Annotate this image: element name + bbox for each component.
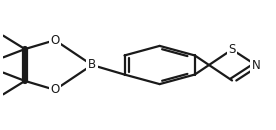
Text: B: B xyxy=(88,58,96,72)
Text: O: O xyxy=(50,83,60,96)
Text: S: S xyxy=(228,43,236,56)
Text: O: O xyxy=(50,34,60,47)
Text: N: N xyxy=(251,58,260,72)
